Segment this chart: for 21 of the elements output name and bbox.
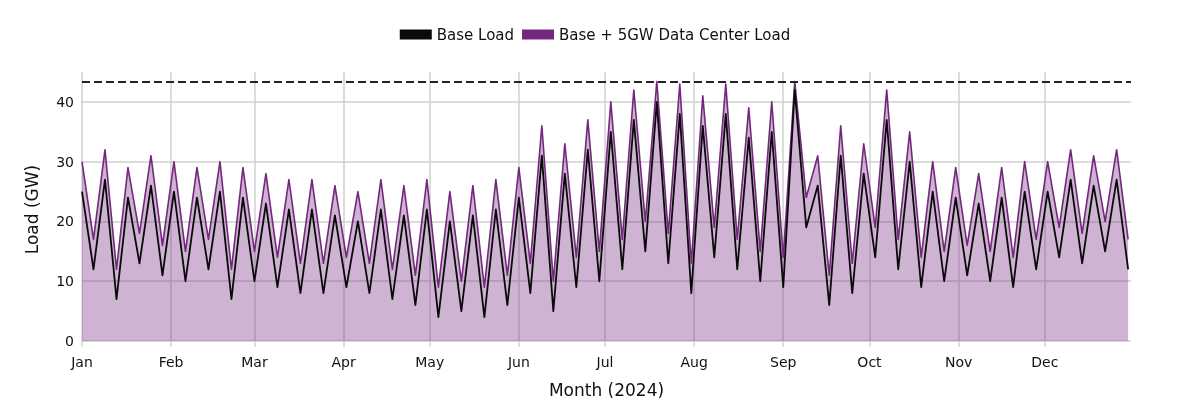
y-tick-label: 40 bbox=[56, 93, 74, 110]
y-tick-label: 10 bbox=[56, 273, 74, 290]
legend-label: Base + 5GW Data Center Load bbox=[559, 25, 791, 44]
legend-label: Base Load bbox=[436, 25, 515, 44]
x-tick-label: Feb bbox=[158, 354, 184, 370]
x-tick-label: Apr bbox=[331, 354, 356, 370]
x-tick-label: Nov bbox=[944, 354, 973, 370]
x-tick-label: Jul bbox=[595, 354, 614, 370]
x-axis-title: Month (2024) bbox=[548, 379, 665, 400]
y-tick-label: 0 bbox=[65, 333, 74, 350]
x-tick-label: May bbox=[415, 354, 445, 370]
y-axis-title: Load (GW) bbox=[21, 164, 42, 255]
y-tick-label: 20 bbox=[56, 213, 74, 230]
x-tick-label: Dec bbox=[1031, 354, 1059, 370]
x-tick-label: Mar bbox=[241, 354, 268, 370]
y-tick-label: 30 bbox=[56, 153, 74, 170]
x-tick-label: Aug bbox=[680, 354, 708, 370]
x-tick-label: Jan bbox=[70, 354, 93, 370]
x-tick-label: Jun bbox=[506, 354, 530, 370]
x-tick-label: Oct bbox=[857, 354, 883, 370]
x-tick-label: Sep bbox=[770, 354, 797, 370]
